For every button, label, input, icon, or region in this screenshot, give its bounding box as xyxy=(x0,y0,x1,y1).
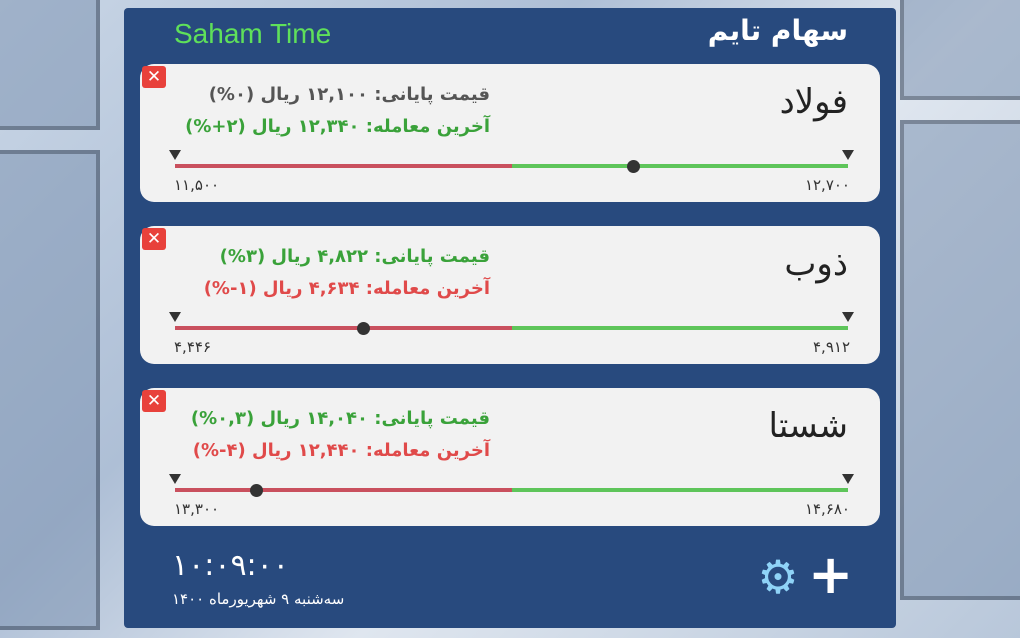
closing-price: قیمت پایانی: ۱۴,۰۴۰ ریال (۰,۳%) xyxy=(190,408,490,429)
closing-price: قیمت پایانی: ۱۲,۱۰۰ ریال (۰%) xyxy=(208,84,490,105)
price-range-bar xyxy=(175,326,848,330)
clock-time: ۱۰:۰۹:۰۰ xyxy=(172,548,289,583)
range-max: ۱۴,۶۸۰ xyxy=(804,500,850,518)
last-trade-price: آخرین معامله: ۱۲,۳۴۰ ریال (۲+%) xyxy=(185,116,490,137)
min-triangle-icon xyxy=(169,150,181,160)
last-trade-price: آخرین معامله: ۱۲,۴۴۰ ریال (۴-%) xyxy=(192,440,490,461)
app-title-en: Saham Time xyxy=(174,18,332,49)
stock-card[interactable]: ✕ فولاد قیمت پایانی: ۱۲,۱۰۰ ریال (۰%) آخ… xyxy=(140,64,880,202)
app-title-fa: سهام تایم xyxy=(707,14,848,47)
background-screen xyxy=(0,150,100,630)
range-max: ۴,۹۱۲ xyxy=(813,338,850,356)
min-triangle-icon xyxy=(169,474,181,484)
stock-card[interactable]: ✕ شستا قیمت پایانی: ۱۴,۰۴۰ ریال (۰,۳%) آ… xyxy=(140,388,880,526)
close-icon[interactable]: ✕ xyxy=(142,228,166,250)
stock-name: ذوب xyxy=(784,244,848,284)
price-marker xyxy=(357,322,371,335)
close-icon[interactable]: ✕ xyxy=(142,66,166,88)
close-icon[interactable]: ✕ xyxy=(142,390,166,412)
background-screen xyxy=(900,120,1020,600)
max-triangle-icon xyxy=(842,474,854,484)
price-range-bar xyxy=(175,164,848,168)
range-max: ۱۲,۷۰۰ xyxy=(804,176,850,194)
min-triangle-icon xyxy=(169,312,181,322)
last-trade-price: آخرین معامله: ۴,۶۳۴ ریال (۱-%) xyxy=(203,278,490,299)
price-marker xyxy=(249,484,263,497)
app-panel: Saham Time سهام تایم ✕ فولاد قیمت پایانی… xyxy=(124,8,896,628)
plus-icon[interactable]: + xyxy=(808,543,854,606)
stock-name: شستا xyxy=(768,406,848,446)
range-min: ۴,۴۴۶ xyxy=(174,338,211,356)
max-triangle-icon xyxy=(842,150,854,160)
clock-date: سه‌شنبه ۹ شهریورماه ۱۴۰۰ xyxy=(172,590,345,608)
max-triangle-icon xyxy=(842,312,854,322)
stock-name: فولاد xyxy=(779,82,848,122)
stock-card[interactable]: ✕ ذوب قیمت پایانی: ۴,۸۲۲ ریال (۳%) آخرین… xyxy=(140,226,880,364)
background-screen xyxy=(900,0,1020,100)
price-range-bar xyxy=(175,488,848,492)
gear-icon[interactable]: ⚙ xyxy=(757,550,799,604)
closing-price: قیمت پایانی: ۴,۸۲۲ ریال (۳%) xyxy=(219,246,490,267)
range-min: ۱۱,۵۰۰ xyxy=(174,176,220,194)
background-screen xyxy=(0,0,100,130)
price-marker xyxy=(626,160,640,173)
range-min: ۱۳,۳۰۰ xyxy=(174,500,220,518)
